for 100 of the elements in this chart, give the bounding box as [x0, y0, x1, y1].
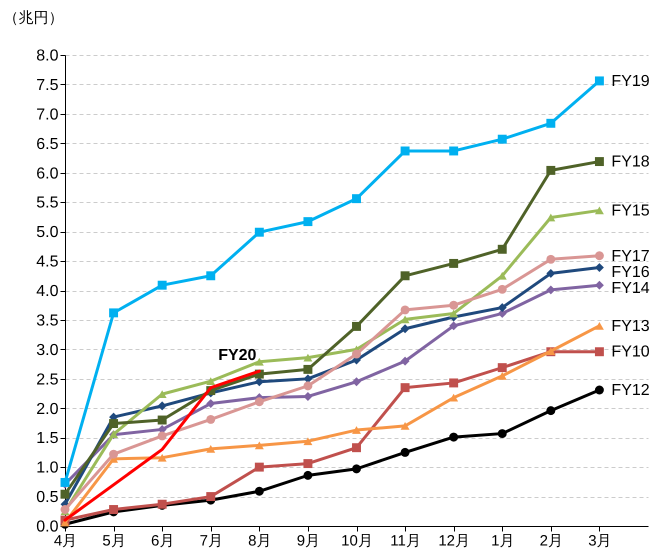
y-tick-label: 2.0 — [36, 400, 59, 418]
y-tick-label: 5.0 — [36, 224, 59, 242]
point — [158, 431, 167, 440]
y-tick-label: 7.5 — [36, 76, 59, 94]
point — [449, 432, 458, 442]
point — [352, 443, 361, 452]
point — [400, 356, 410, 366]
y-axis-title: （兆円） — [4, 10, 64, 26]
x-tick-label: 2月 — [540, 532, 564, 550]
point — [400, 271, 410, 280]
y-tick-label: 1.5 — [36, 430, 59, 448]
x-tick-label: 3月 — [588, 532, 612, 550]
point — [498, 363, 507, 372]
point — [449, 146, 458, 156]
y-tick-label: 3.5 — [36, 312, 59, 330]
point — [594, 280, 604, 290]
x-tick-label: 4月 — [54, 532, 78, 550]
series-label: FY15 — [611, 202, 650, 220]
point — [352, 350, 361, 359]
point — [449, 258, 458, 268]
series-label: FY19 — [611, 72, 650, 90]
point — [546, 285, 556, 294]
point — [594, 386, 604, 394]
point — [158, 280, 167, 290]
point — [206, 445, 216, 453]
point — [109, 308, 118, 318]
point — [303, 437, 312, 446]
y-tick-label: 5.5 — [36, 194, 59, 212]
point — [254, 397, 264, 406]
point — [400, 383, 410, 392]
point — [594, 322, 604, 330]
point — [449, 394, 458, 402]
x-tick-label: 5月 — [102, 532, 126, 550]
x-tick-label: 10月 — [341, 532, 373, 550]
point — [158, 416, 167, 424]
series-label: FY16 — [611, 264, 650, 281]
y-tick-label: 4.5 — [36, 254, 59, 271]
point — [546, 406, 556, 416]
point — [546, 254, 556, 264]
point — [449, 321, 458, 330]
point — [498, 244, 507, 254]
point — [400, 146, 410, 156]
point — [109, 505, 118, 514]
y-tick-label: 0.5 — [36, 489, 59, 506]
series-label: FY20 — [218, 347, 257, 364]
point — [303, 470, 312, 480]
point — [303, 354, 312, 362]
y-tick-label: 6.5 — [36, 136, 59, 153]
point — [400, 422, 410, 430]
point — [254, 486, 264, 496]
point — [109, 419, 118, 428]
point — [400, 324, 410, 334]
point — [498, 134, 507, 144]
point — [498, 303, 507, 312]
point — [254, 462, 264, 472]
point — [400, 315, 410, 324]
point — [449, 310, 458, 318]
point — [352, 377, 361, 386]
point — [254, 228, 264, 237]
point — [594, 347, 604, 356]
point — [60, 490, 70, 499]
point — [400, 448, 410, 457]
point — [498, 429, 507, 438]
y-tick-label: 8.0 — [36, 48, 59, 64]
point — [449, 300, 458, 310]
y-tick-label: 3.0 — [36, 342, 59, 359]
series-label: FY13 — [611, 318, 650, 335]
point — [158, 401, 167, 410]
point — [498, 372, 507, 380]
point — [303, 459, 312, 468]
point — [594, 251, 604, 260]
x-tick-label: 6月 — [150, 532, 174, 550]
y-tick-label: 7.0 — [36, 106, 59, 124]
point — [206, 271, 216, 280]
point — [303, 381, 312, 390]
point — [594, 157, 604, 166]
x-tick-label: 12月 — [438, 532, 470, 550]
point — [546, 166, 556, 175]
point — [109, 450, 118, 459]
point — [498, 284, 507, 294]
point — [594, 76, 604, 86]
point — [546, 118, 556, 128]
series-label: FY12 — [611, 382, 650, 399]
point — [206, 399, 216, 408]
point — [400, 305, 410, 314]
series-label: FY14 — [611, 280, 650, 297]
point — [594, 206, 604, 214]
series-label: FY10 — [611, 344, 650, 361]
point — [449, 378, 458, 388]
point — [352, 322, 361, 331]
point — [352, 426, 361, 434]
point — [206, 377, 216, 386]
point — [206, 414, 216, 424]
x-tick-label: 8月 — [248, 532, 272, 550]
point — [303, 217, 312, 226]
y-tick-label: 2.5 — [36, 371, 59, 388]
point — [303, 364, 312, 374]
point — [546, 268, 556, 278]
x-tick-label: 1月 — [491, 532, 514, 550]
point — [352, 194, 361, 204]
